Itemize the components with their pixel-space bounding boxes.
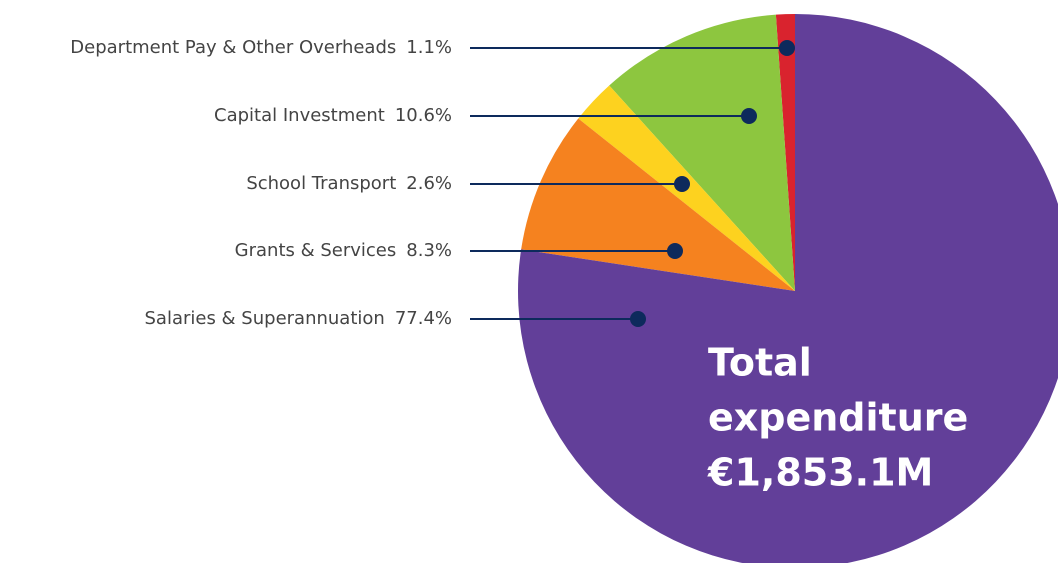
total-annotation: Total bbox=[708, 341, 812, 385]
slice-label: Department Pay & Other Overheads 1.1% bbox=[70, 37, 452, 58]
leader-dot bbox=[674, 176, 690, 192]
total-annotation: €1,853.1M bbox=[707, 451, 933, 495]
category-name: Salaries & Superannuation bbox=[144, 308, 384, 329]
leader-dot bbox=[741, 108, 757, 124]
total-annotation: expenditure bbox=[708, 396, 968, 440]
leader-dot bbox=[630, 311, 646, 327]
value-label: 77.4% bbox=[395, 308, 452, 329]
value-label: 1.1% bbox=[406, 37, 452, 58]
value-label: 10.6% bbox=[395, 105, 452, 126]
category-name: School Transport bbox=[246, 173, 396, 194]
value-label: 8.3% bbox=[406, 240, 452, 261]
slice-label: Salaries & Superannuation 77.4% bbox=[144, 308, 452, 329]
pie-slice bbox=[775, 14, 795, 291]
slice-label: Capital Investment 10.6% bbox=[214, 105, 452, 126]
pie-slice bbox=[521, 118, 795, 291]
pie-slice bbox=[518, 14, 1058, 563]
leader-dot bbox=[667, 243, 683, 259]
leader-dot bbox=[779, 40, 795, 56]
category-name: Capital Investment bbox=[214, 105, 385, 126]
category-name: Grants & Services bbox=[235, 240, 397, 261]
slice-label: Grants & Services 8.3% bbox=[235, 240, 452, 261]
value-label: 2.6% bbox=[406, 173, 452, 194]
slice-label: School Transport 2.6% bbox=[246, 173, 452, 194]
category-name: Department Pay & Other Overheads bbox=[70, 37, 396, 58]
pie-slice bbox=[609, 14, 795, 291]
